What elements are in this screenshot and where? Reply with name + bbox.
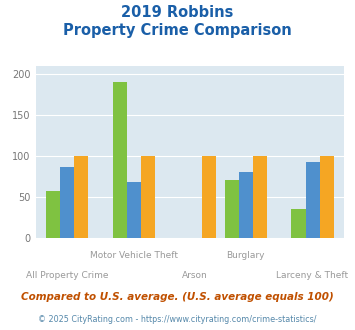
Text: Arson: Arson	[182, 271, 208, 280]
Text: © 2025 CityRating.com - https://www.cityrating.com/crime-statistics/: © 2025 CityRating.com - https://www.city…	[38, 315, 317, 324]
Bar	[74, 156, 88, 238]
Bar	[202, 156, 216, 238]
Bar	[291, 209, 306, 238]
Bar	[225, 181, 239, 238]
Text: All Property Crime: All Property Crime	[26, 271, 109, 280]
Bar	[113, 82, 127, 238]
Text: Compared to U.S. average. (U.S. average equals 100): Compared to U.S. average. (U.S. average …	[21, 292, 334, 302]
Bar	[239, 172, 253, 238]
Bar	[46, 191, 60, 238]
Text: Burglary: Burglary	[226, 251, 265, 260]
Bar	[127, 182, 141, 238]
Text: Larceny & Theft: Larceny & Theft	[277, 271, 349, 280]
Bar	[253, 156, 267, 238]
Bar	[320, 156, 334, 238]
Bar	[141, 156, 155, 238]
Text: 2019 Robbins: 2019 Robbins	[121, 5, 234, 20]
Text: Property Crime Comparison: Property Crime Comparison	[63, 23, 292, 38]
Bar	[60, 167, 74, 238]
Text: Motor Vehicle Theft: Motor Vehicle Theft	[90, 251, 178, 260]
Bar	[306, 162, 320, 238]
